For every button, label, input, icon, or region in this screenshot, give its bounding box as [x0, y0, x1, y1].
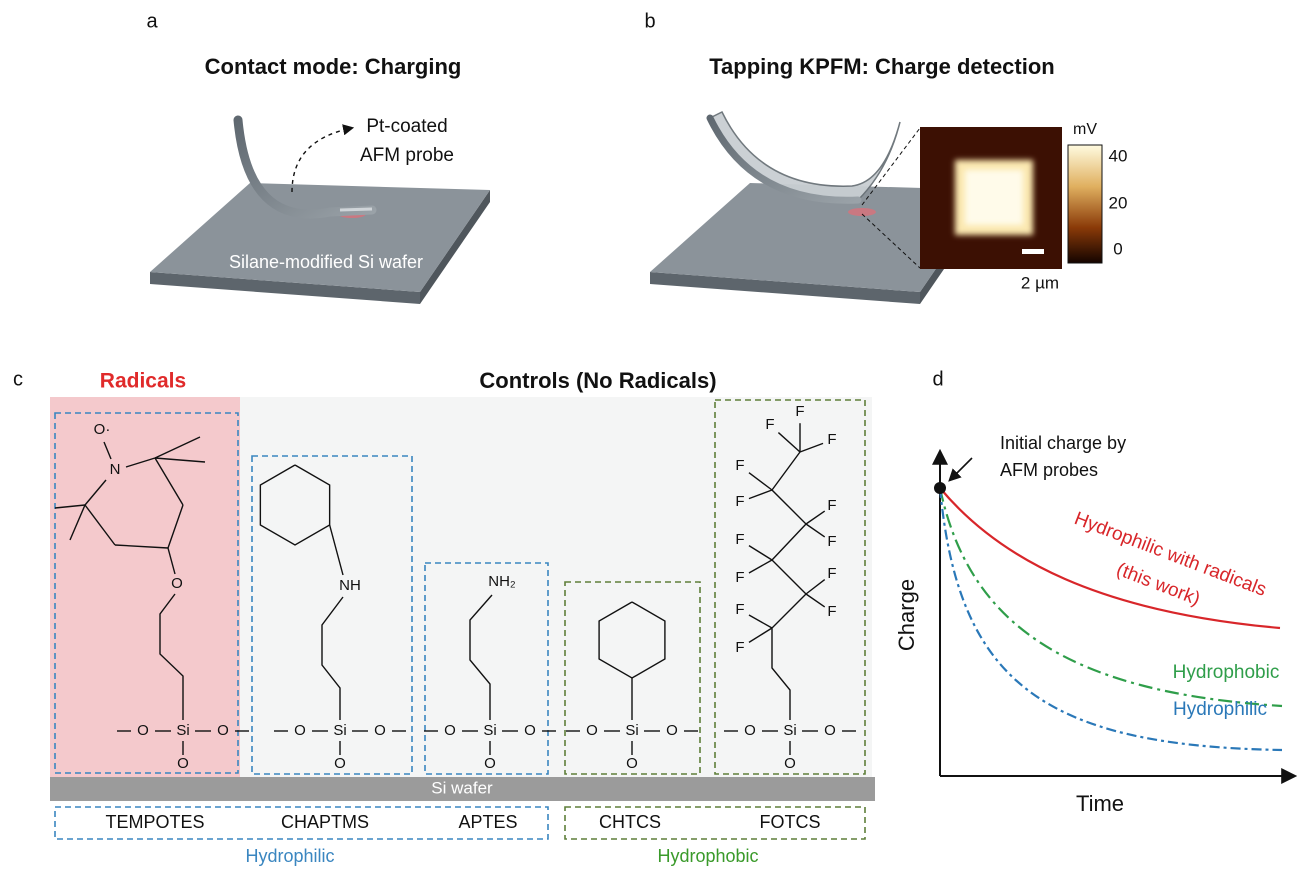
- colorbar: [1068, 145, 1102, 263]
- atom-label: O: [744, 722, 756, 739]
- probe-arrow: [292, 128, 352, 192]
- colorbar-unit: mV: [1073, 121, 1097, 138]
- scale-bar-label: 2 µm: [1021, 273, 1059, 292]
- atom-label: O: [824, 722, 836, 739]
- atom-label: O: [217, 722, 229, 739]
- probe-tip: [340, 209, 372, 210]
- atom-label: NH: [339, 577, 361, 594]
- colorbar-tick-label: 20: [1109, 193, 1128, 212]
- atom-label: F: [735, 639, 744, 656]
- colorbar-tick-label: 40: [1109, 146, 1128, 165]
- molecule-name: FOTCS: [760, 812, 821, 832]
- atom-label: F: [827, 565, 836, 582]
- page: { "panel_a": {"label": "a", "title": "Co…: [0, 0, 1298, 870]
- panel-label: b: [644, 10, 655, 32]
- panel-label: d: [932, 368, 943, 390]
- panel-label: c: [13, 368, 23, 390]
- atom-label: Si: [176, 722, 189, 739]
- atom-label: O: [137, 722, 149, 739]
- molecule-name: TEMPOTES: [105, 812, 204, 832]
- atom-label: O: [666, 722, 678, 739]
- atom-label: O: [524, 722, 536, 739]
- atom-label: O: [171, 575, 183, 592]
- atom-label: F: [827, 431, 836, 448]
- panel-label: a: [146, 10, 158, 32]
- radicals-background: [50, 397, 240, 777]
- atom-label: O: [334, 755, 346, 772]
- probe-label: AFM probe: [360, 145, 454, 166]
- substrate-label: Si wafer: [431, 778, 493, 797]
- atom-label: F: [735, 601, 744, 618]
- scale-bar: [1022, 249, 1044, 254]
- atom-label: Si: [783, 722, 796, 739]
- atom-label: Si: [625, 722, 638, 739]
- curve-label: Hydrophobic: [1173, 662, 1280, 683]
- atom-label: Si: [483, 722, 496, 739]
- atom-label: O: [444, 722, 456, 739]
- atom-label: N: [110, 461, 121, 478]
- atom-label: F: [827, 497, 836, 514]
- figure: a Contact mode: Charging Pt-coated AFM prob…: [0, 0, 1298, 870]
- molecule-name: APTES: [458, 812, 517, 832]
- substrate-label: Silane-modified Si wafer: [229, 252, 423, 272]
- atom-label: F: [735, 457, 744, 474]
- kpfm-charged-core: [965, 170, 1023, 225]
- colorbar-tick-label: 0: [1113, 239, 1122, 258]
- axis-label: Time: [1076, 791, 1124, 816]
- atom-label: F: [765, 416, 774, 433]
- atom-label: F: [827, 533, 836, 550]
- atom-label: O: [294, 722, 306, 739]
- panel-title: Controls (No Radicals): [479, 368, 716, 393]
- molecule-name: CHAPTMS: [281, 812, 369, 832]
- atom-label: O: [177, 755, 189, 772]
- probe-label: Pt-coated: [366, 116, 447, 137]
- atom-label: Si: [333, 722, 346, 739]
- atom-label: NH₂: [488, 573, 516, 590]
- atom-label: F: [735, 531, 744, 548]
- radicals-label: Radicals: [100, 370, 186, 393]
- panel-title: Tapping KPFM: Charge detection: [709, 54, 1054, 79]
- charged-spot: [848, 208, 876, 216]
- atom-label: F: [827, 603, 836, 620]
- panel-title: Contact mode: Charging: [205, 54, 462, 79]
- molecule-name: CHTCS: [599, 812, 661, 832]
- atom-label: F: [735, 493, 744, 510]
- annotation-arrow: [950, 458, 972, 480]
- atom-label: O: [586, 722, 598, 739]
- atom-label: O·: [94, 421, 111, 438]
- atom-label: O: [626, 755, 638, 772]
- atom-label: F: [795, 403, 804, 420]
- annotation: Initial charge by: [1000, 433, 1126, 453]
- group-label: Hydrophobic: [657, 846, 758, 866]
- decay-curve: [940, 488, 1280, 628]
- initial-charge-dot: [934, 482, 946, 494]
- atom-label: O: [784, 755, 796, 772]
- axis-label: Charge: [894, 579, 919, 651]
- group-label: Hydrophilic: [245, 846, 334, 866]
- atom-label: F: [735, 569, 744, 586]
- annotation: AFM probes: [1000, 460, 1098, 480]
- atom-label: O: [484, 755, 496, 772]
- atom-label: O: [374, 722, 386, 739]
- curve-label: Hydrophilic: [1173, 699, 1267, 720]
